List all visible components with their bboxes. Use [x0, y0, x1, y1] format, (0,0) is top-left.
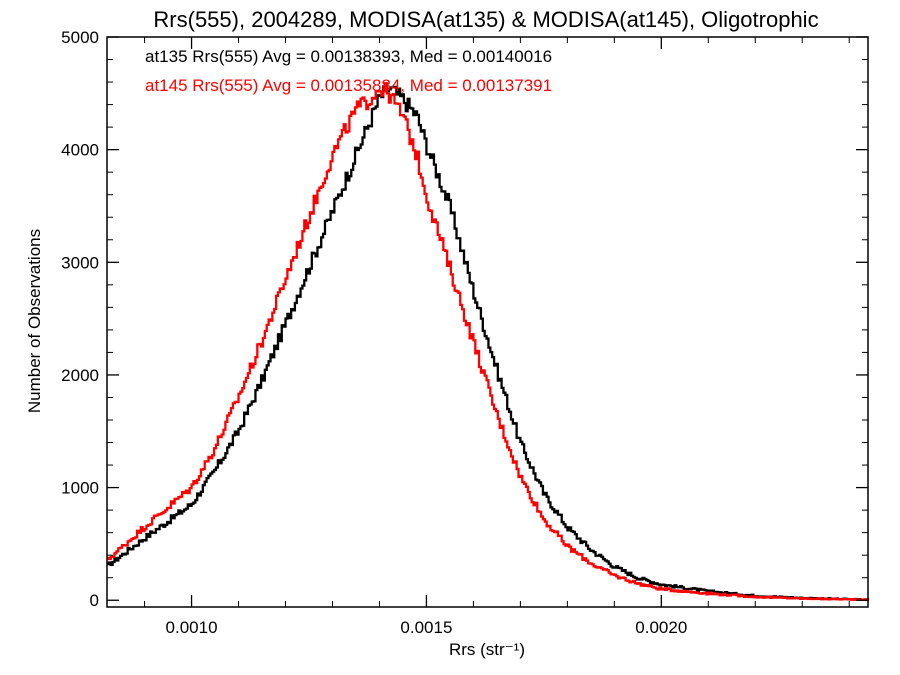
y-tick-label-4000: 4000: [61, 141, 99, 160]
annotation-2: at145 Rrs(555) Avg = 0.00135884, Med = 0…: [145, 76, 552, 95]
y-tick-label-5000: 5000: [61, 28, 99, 47]
series-line-at135: [107, 84, 870, 601]
plot-frame: [106, 36, 869, 608]
x-tick-label-1: 0.0015: [400, 618, 452, 637]
series-line-at145: [107, 82, 870, 602]
y-tick-label-3000: 3000: [61, 253, 99, 272]
y-axis-label: Number of Observations: [25, 229, 44, 413]
y-tick-label-0: 0: [90, 591, 99, 610]
x-tick-label-0: 0.0010: [166, 618, 218, 637]
chart-title: Rrs(555), 2004289, MODISA(at135) & MODIS…: [153, 7, 818, 32]
x-axis-label: Rrs (str⁻¹): [449, 640, 525, 659]
annotation-1: at135 Rrs(555) Avg = 0.00138393, Med = 0…: [145, 47, 552, 66]
y-tick-label-2000: 2000: [61, 366, 99, 385]
y-tick-label-1000: 1000: [61, 479, 99, 498]
x-tick-label-2: 0.0020: [635, 618, 687, 637]
